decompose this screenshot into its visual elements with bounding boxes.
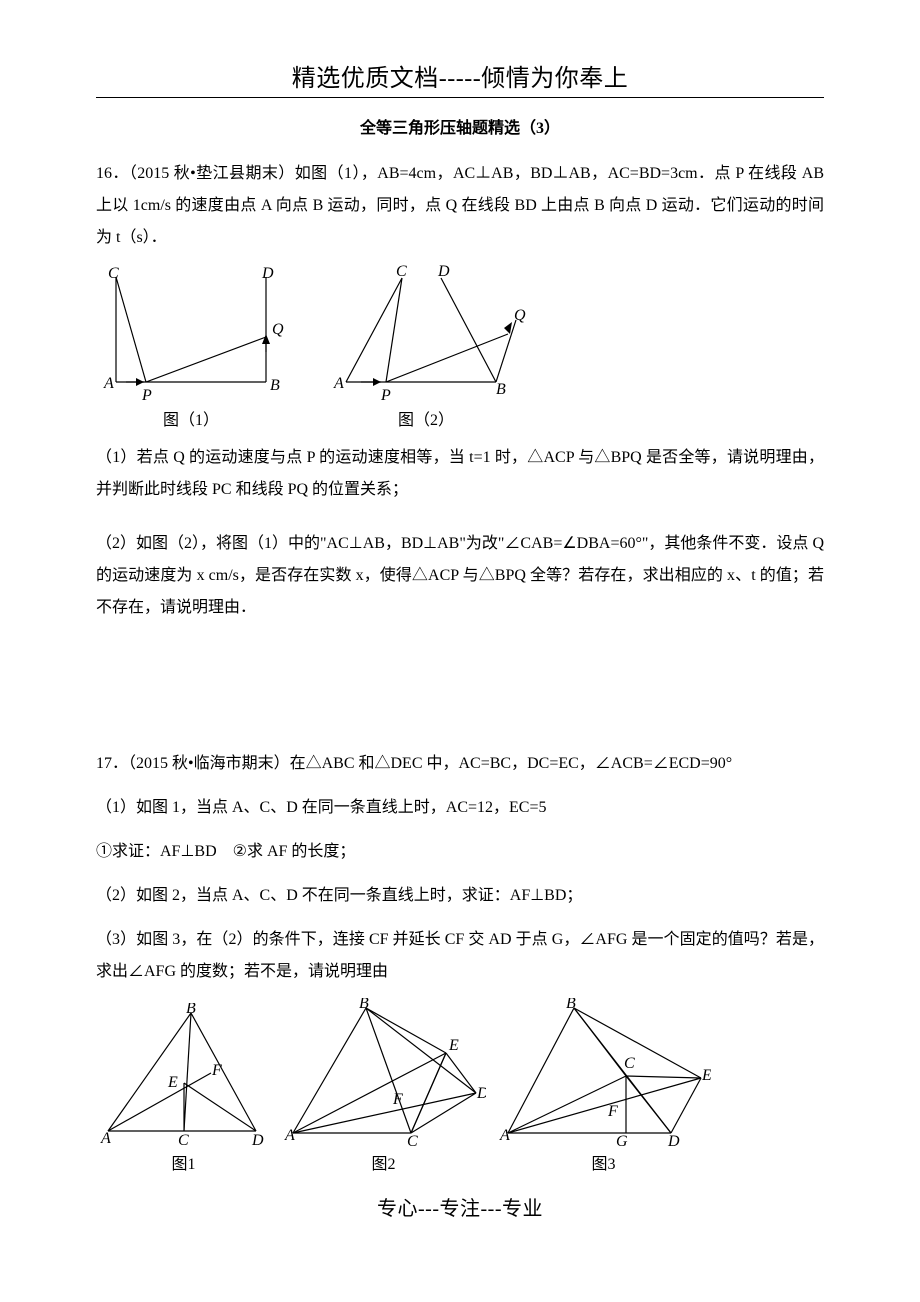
page-footer: 专心---专注---专业 xyxy=(96,1192,824,1221)
q17-part3: （2）如图 2，当点 A、C、D 不在同一条直线上时，求证：AF⊥BD； xyxy=(96,880,824,912)
svg-text:B: B xyxy=(359,998,369,1012)
svg-text:B: B xyxy=(496,381,506,398)
svg-text:D: D xyxy=(251,1132,264,1148)
q17-figure1-caption: 图1 xyxy=(171,1150,195,1174)
q16-part1: （1）若点 Q 的运动速度与点 P 的运动速度相等，当 t=1 时，△ACP 与… xyxy=(96,442,824,506)
svg-text:P: P xyxy=(141,387,152,404)
q17-figure3-block: A D G B C E F 图3 xyxy=(496,998,711,1174)
svg-text:E: E xyxy=(167,1074,178,1091)
q17-figure2-block: A C B D E F 图2 xyxy=(281,998,486,1174)
q17-figure2-svg: A C B D E F xyxy=(281,998,486,1148)
q17-figures-row: A C D B E F 图1 xyxy=(96,998,824,1174)
svg-text:D: D xyxy=(667,1133,680,1148)
svg-text:C: C xyxy=(396,263,407,280)
q16-part2: （2）如图（2），将图（1）中的"AC⊥AB，BD⊥AB"为改"∠CAB=∠DB… xyxy=(96,528,824,624)
svg-text:D: D xyxy=(476,1085,486,1102)
q16-figure1-block: C D A B P Q 图（1） xyxy=(96,262,286,430)
q16-figure2-caption: 图（2） xyxy=(398,406,454,430)
svg-text:A: A xyxy=(100,1130,111,1147)
svg-text:D: D xyxy=(261,265,274,282)
svg-text:B: B xyxy=(270,377,280,394)
page-header-title: 精选优质文档-----倾情为你奉上 xyxy=(96,58,824,93)
q17-figure1-block: A C D B E F 图1 xyxy=(96,1003,271,1174)
svg-text:A: A xyxy=(333,375,344,392)
q17-part1: （1）如图 1，当点 A、C、D 在同一条直线上时，AC=12，EC=5 xyxy=(96,792,824,824)
svg-text:C: C xyxy=(624,1055,635,1072)
svg-text:A: A xyxy=(284,1127,295,1144)
q17-part4: （3）如图 3，在（2）的条件下，连接 CF 并延长 CF 交 AD 于点 G，… xyxy=(96,924,824,988)
svg-text:E: E xyxy=(701,1067,711,1084)
q17-intro: 17．（2015 秋•临海市期末）在△ABC 和△DEC 中，AC=BC，DC=… xyxy=(96,748,824,780)
q17-part2: ①求证：AF⊥BD ②求 AF 的长度； xyxy=(96,836,824,868)
svg-text:F: F xyxy=(607,1103,618,1120)
svg-text:G: G xyxy=(616,1133,628,1148)
q16-figure1-caption: 图（1） xyxy=(163,406,219,430)
q17-figure3-caption: 图3 xyxy=(591,1150,615,1174)
q17-figure3-svg: A D G B C E F xyxy=(496,998,711,1148)
svg-text:E: E xyxy=(448,1037,459,1054)
svg-text:F: F xyxy=(211,1062,222,1079)
q16-figures-row: C D A B P Q 图（1） xyxy=(96,262,824,430)
q16-figure2-block: C D A B P Q 图（2） xyxy=(326,262,526,430)
svg-text:P: P xyxy=(380,387,391,404)
svg-text:A: A xyxy=(103,375,114,392)
svg-text:D: D xyxy=(437,263,450,280)
svg-text:B: B xyxy=(566,998,576,1012)
q16-figure2-svg: C D A B P Q xyxy=(326,262,526,404)
svg-text:B: B xyxy=(186,1003,196,1017)
q16-figure1-svg: C D A B P Q xyxy=(96,262,286,404)
q17-figure2-caption: 图2 xyxy=(371,1150,395,1174)
svg-text:C: C xyxy=(108,265,119,282)
svg-text:F: F xyxy=(392,1091,403,1108)
q16-intro: 16．（2015 秋•垫江县期末）如图（1），AB=4cm，AC⊥AB，BD⊥A… xyxy=(96,158,824,254)
svg-text:A: A xyxy=(499,1127,510,1144)
svg-text:Q: Q xyxy=(514,307,526,324)
svg-text:C: C xyxy=(407,1133,418,1148)
svg-text:C: C xyxy=(178,1132,189,1148)
q17-figure1-svg: A C D B E F xyxy=(96,1003,271,1148)
header-rule xyxy=(96,97,824,98)
svg-text:Q: Q xyxy=(272,321,284,338)
document-title: 全等三角形压轴题精选（3） xyxy=(96,114,824,138)
